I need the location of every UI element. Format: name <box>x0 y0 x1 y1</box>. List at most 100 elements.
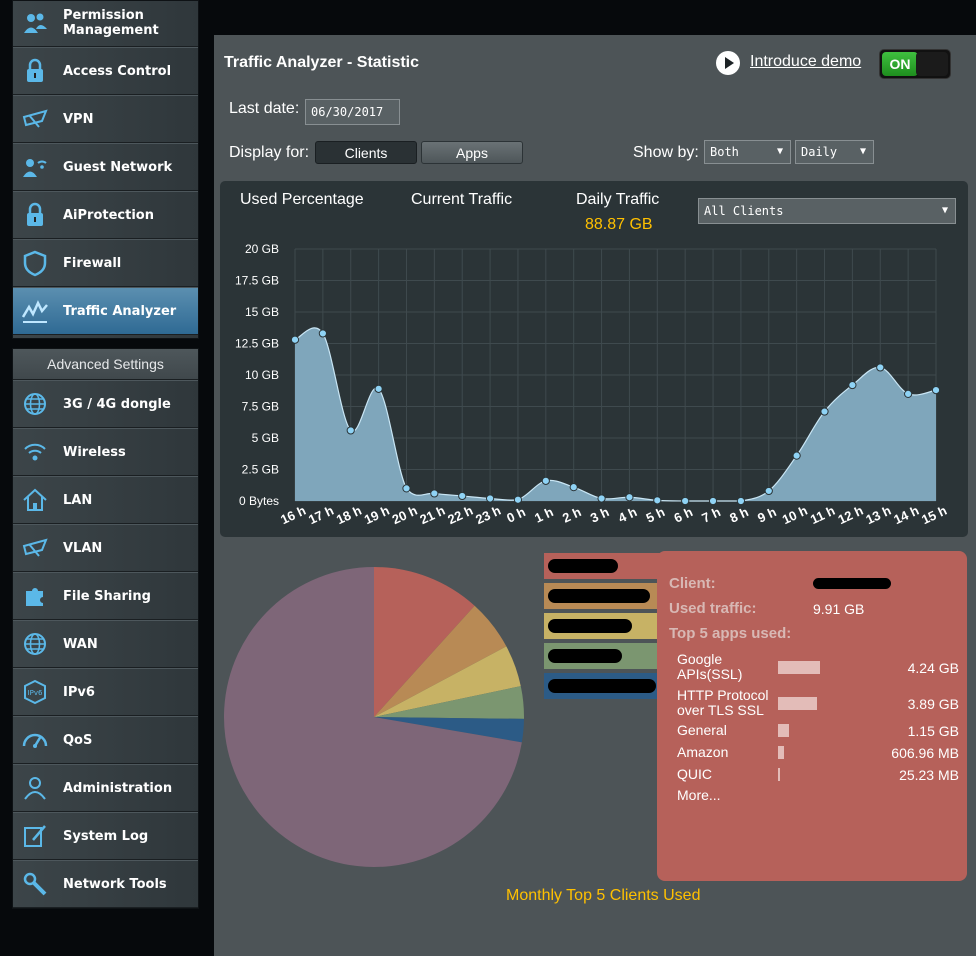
more-link[interactable]: More... <box>677 787 721 803</box>
tab-daily-traffic[interactable]: Daily Traffic <box>576 191 660 208</box>
x-tick-label: 1 h <box>532 504 555 526</box>
data-point <box>597 494 606 503</box>
app-usage-bar <box>778 661 820 674</box>
legend-item[interactable] <box>544 643 660 669</box>
app-usage-bar <box>778 697 817 710</box>
x-tick-label: 0 h <box>504 504 527 526</box>
x-tick-label: 3 h <box>588 504 611 526</box>
x-tick-label: 22 h <box>445 503 475 528</box>
client-filter-select[interactable]: All Clients ▼ <box>698 198 956 224</box>
x-tick-label: 2 h <box>560 504 583 526</box>
show-by-direction-select[interactable]: Both ▼ <box>704 140 791 164</box>
chevron-down-icon: ▼ <box>776 146 783 157</box>
x-tick-label: 13 h <box>863 503 893 528</box>
person-icon <box>21 774 49 802</box>
main-panel: Traffic Analyzer - Statistic Introduce d… <box>214 35 976 956</box>
x-tick-label: 11 h <box>808 503 837 527</box>
monthly-top-clients-pie <box>223 567 524 867</box>
app-size: 606.96 MB <box>891 745 959 761</box>
pie-slice[interactable] <box>374 686 524 719</box>
x-tick-label: 4 h <box>616 504 639 526</box>
display-clients-button[interactable]: Clients <box>315 141 417 164</box>
sidebar-item-label: IPv6 <box>63 684 95 700</box>
show-by-period-select[interactable]: Daily ▼ <box>795 140 874 164</box>
toggle-knob[interactable] <box>916 52 948 76</box>
sidebar-item-lan[interactable]: LAN <box>13 476 198 524</box>
sidebar-item-permission-management[interactable]: Permission Management <box>13 0 198 47</box>
legend-item[interactable] <box>544 583 660 609</box>
pie-slice[interactable] <box>374 717 524 743</box>
gauge-icon <box>21 726 49 754</box>
play-demo-button[interactable] <box>716 51 740 75</box>
sidebar-item-qos[interactable]: QoS <box>13 716 198 764</box>
sidebar-item-administration[interactable]: Administration <box>13 764 198 812</box>
sidebar-item-traffic-analyzer[interactable]: Traffic Analyzer <box>13 287 198 335</box>
sidebar-item-ipv6[interactable]: IPv6 IPv6 <box>13 668 198 716</box>
data-point <box>458 491 467 501</box>
wifi-icon <box>21 438 49 466</box>
pie-slice[interactable] <box>374 605 507 717</box>
redacted-client-name <box>548 679 656 693</box>
ipv6-icon: IPv6 <box>21 678 49 706</box>
sidebar-item-vlan[interactable]: VLAN <box>13 524 198 572</box>
sidebar-item-firewall[interactable]: Firewall <box>13 239 198 287</box>
x-tick-label: 16 h <box>278 503 308 528</box>
y-tick-label: 17.5 GB <box>235 274 279 288</box>
period-value: Daily <box>801 145 838 159</box>
sidebar-item-wan[interactable]: WAN <box>13 620 198 668</box>
tab-current-traffic[interactable]: Current Traffic <box>411 191 513 208</box>
sidebar-item-vpn[interactable]: VPN <box>13 95 198 143</box>
edit-icon <box>21 822 49 850</box>
sidebar-item-label: Firewall <box>63 255 122 271</box>
sidebar-item-file-sharing[interactable]: File Sharing <box>13 572 198 620</box>
sidebar-item-3g-4g-dongle[interactable]: 3G / 4G dongle <box>13 380 198 428</box>
sidebar-item-system-log[interactable]: System Log <box>13 812 198 860</box>
data-point <box>820 407 829 416</box>
daily-traffic-total: 88.87 GB <box>585 216 653 233</box>
data-point <box>402 484 411 493</box>
pie-slice[interactable] <box>374 646 521 717</box>
y-tick-label: 0 Bytes <box>239 494 279 508</box>
legend-item[interactable] <box>544 553 660 579</box>
globe-icon <box>21 390 49 418</box>
last-date-input[interactable]: 06/30/2017 <box>305 99 400 125</box>
pie-slice[interactable] <box>374 567 475 717</box>
users-icon <box>21 9 49 37</box>
sidebar-item-label: File Sharing <box>63 588 151 604</box>
data-point <box>318 329 327 338</box>
sidebar-item-label: Access Control <box>63 63 172 79</box>
sidebar-item-label: Administration <box>63 780 173 796</box>
sidebar-item-network-tools[interactable]: Network Tools <box>13 860 198 908</box>
redacted-client-name <box>548 649 622 663</box>
legend-item[interactable] <box>544 673 660 699</box>
x-tick-label: 5 h <box>644 504 667 526</box>
data-point <box>290 335 300 344</box>
svg-text:IPv6: IPv6 <box>28 689 43 697</box>
tab-used-percentage[interactable]: Used Percentage <box>240 191 364 208</box>
sidebar-item-guest-network[interactable]: Guest Network <box>13 143 198 191</box>
data-point <box>374 384 383 393</box>
pie-caption: Monthly Top 5 Clients Used <box>506 887 701 904</box>
analyzer-toggle[interactable]: ON <box>879 49 951 79</box>
legend-item[interactable] <box>544 613 660 639</box>
data-point <box>848 380 857 390</box>
x-tick-label: 23 h <box>473 503 503 528</box>
display-apps-button[interactable]: Apps <box>421 141 523 164</box>
pie-slice[interactable] <box>223 567 522 867</box>
redacted-client-name <box>548 619 632 633</box>
app-usage-bar <box>778 724 790 737</box>
sidebar-item-wireless[interactable]: Wireless <box>13 428 198 476</box>
sidebar-item-label: Wireless <box>63 444 126 460</box>
introduce-demo-link[interactable]: Introduce demo <box>750 53 862 70</box>
sidebar-item-aiprotection[interactable]: AiProtection <box>13 191 198 239</box>
display-for-label: Display for: <box>229 144 310 161</box>
last-date-label: Last date: <box>229 100 300 117</box>
sidebar-item-label: System Log <box>63 828 149 844</box>
data-point <box>485 494 495 503</box>
vlan-icon <box>21 534 49 562</box>
shield-icon <box>21 249 49 277</box>
x-tick-label: 17 h <box>306 503 336 528</box>
chevron-down-icon: ▼ <box>941 205 948 216</box>
app-name: HTTP Protocol over TLS SSL <box>677 687 769 718</box>
sidebar-item-access-control[interactable]: Access Control <box>13 47 198 95</box>
